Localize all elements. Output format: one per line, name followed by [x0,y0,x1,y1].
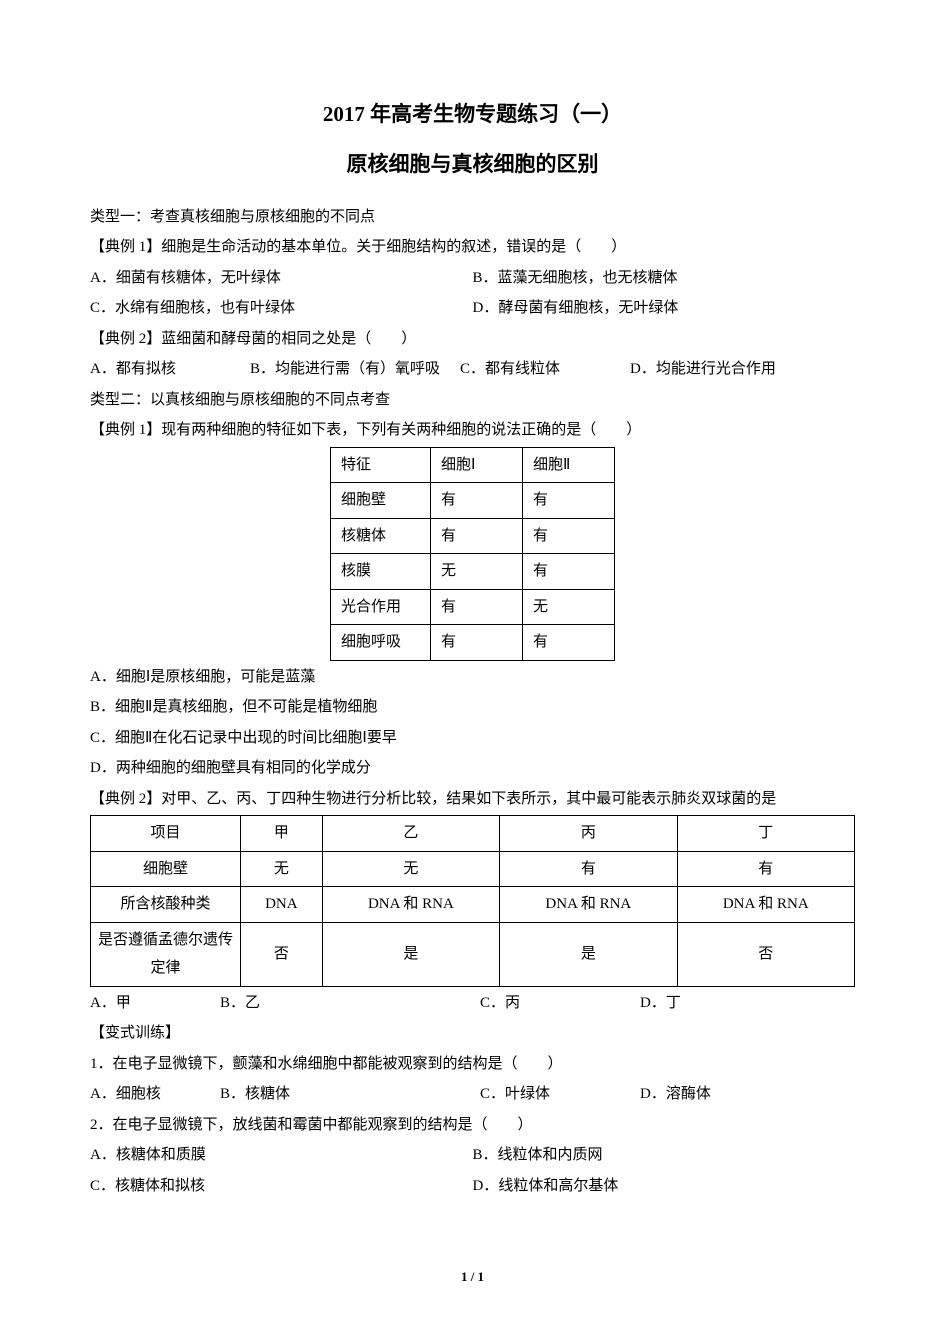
table-cell: 细胞呼吸 [331,625,431,661]
table-cell: 丁 [677,816,854,852]
table-cell: 乙 [322,816,499,852]
variant-q1-optC: C．叶绿体 [480,1080,640,1109]
page-subtitle: 原核细胞与真核细胞的区别 [90,145,855,185]
table-cell: 细胞壁 [331,483,431,519]
s1-ex2-optC: C．都有线粒体 [460,355,630,384]
variant-q1-question: 1．在电子显微镜下，颤藻和水绵细胞中都能被观察到的结构是（ ） [90,1050,855,1079]
table-row: 细胞壁 无 无 有 有 [91,851,855,887]
table-cell: 有 [431,483,523,519]
table-cell: 有 [523,483,615,519]
variant-q1-optD: D．溶酶体 [640,1080,711,1109]
table-cell: 无 [431,554,523,590]
variant-q1-options: A．细胞核 B．核糖体 C．叶绿体 D．溶酶体 [90,1080,855,1109]
table-cell: 细胞Ⅱ [523,447,615,483]
variant-q2-optD: D．线粒体和高尔基体 [473,1172,856,1201]
table-cell: 所含核酸种类 [91,887,241,923]
table-cell: 细胞壁 [91,851,241,887]
s1-ex1-options-row1: A．细菌有核糖体，无叶绿体 B．蓝藻无细胞核，也无核糖体 [90,264,855,293]
table-cell: DNA 和 RNA [500,887,677,923]
page-footer: 1 / 1 [90,1265,855,1290]
s1-ex2-optB: B．均能进行需（有）氧呼吸 [250,355,460,384]
variant-q1-optB: B．核糖体 [220,1080,480,1109]
table-cell: 无 [523,589,615,625]
table-cell: 有 [431,625,523,661]
s2-ex1-optA: A．细胞Ⅰ是原核细胞，可能是蓝藻 [90,663,855,692]
section1-heading: 类型一：考查真核细胞与原核细胞的不同点 [90,203,855,232]
s2-ex1-optB: B．细胞Ⅱ是真核细胞，但不可能是植物细胞 [90,693,855,722]
table-cell: 是否遵循孟德尔遗传定律 [91,922,241,986]
s1-ex1-optD: D．酵母菌有细胞核，无叶绿体 [473,294,856,323]
table-cell: DNA 和 RNA [677,887,854,923]
s1-ex1-question: 【典例 1】细胞是生命活动的基本单位。关于细胞结构的叙述，错误的是（ ） [90,233,855,262]
table-row: 核糖体 有 有 [331,518,615,554]
table-cell: 甲 [241,816,323,852]
table-cell: 细胞Ⅰ [431,447,523,483]
table-cell: 无 [322,851,499,887]
table-row: 所含核酸种类 DNA DNA 和 RNA DNA 和 RNA DNA 和 RNA [91,887,855,923]
table-row: 光合作用 有 无 [331,589,615,625]
table-cell: 特征 [331,447,431,483]
table-cell: 无 [241,851,323,887]
page-title: 2017 年高考生物专题练习（一） [90,95,855,135]
table-row: 细胞壁 有 有 [331,483,615,519]
s1-ex1-options-row2: C．水绵有细胞核，也有叶绿体 D．酵母菌有细胞核，无叶绿体 [90,294,855,323]
section2-heading: 类型二：以真核细胞与原核细胞的不同点考查 [90,386,855,415]
s1-ex2-question: 【典例 2】蓝细菌和酵母菌的相同之处是（ ） [90,325,855,354]
s1-ex2-options: A．都有拟核 B．均能进行需（有）氧呼吸 C．都有线粒体 D．均能进行光合作用 [90,355,855,384]
s1-ex1-optC: C．水绵有细胞核，也有叶绿体 [90,294,473,323]
s2-ex1-question: 【典例 1】现有两种细胞的特征如下表，下列有关两种细胞的说法正确的是（ ） [90,416,855,445]
s2-ex2-optA: A．甲 [90,989,220,1018]
s2-ex2-optD: D．丁 [640,989,681,1018]
variant-q2-optA: A．核糖体和质膜 [90,1141,473,1170]
table-cell: 有 [431,589,523,625]
table-cell: 核糖体 [331,518,431,554]
table-cell: 有 [523,554,615,590]
table-cell: 是 [500,922,677,986]
s2-ex1-optD: D．两种细胞的细胞壁具有相同的化学成分 [90,754,855,783]
table-cell: 否 [241,922,323,986]
s2-ex2-optB: B．乙 [220,989,480,1018]
table-cell: 有 [677,851,854,887]
table-cell: 有 [500,851,677,887]
table-cell: DNA [241,887,323,923]
table-cell: 项目 [91,816,241,852]
table-cell: 核膜 [331,554,431,590]
table-row: 核膜 无 有 [331,554,615,590]
s1-ex2-optA: A．都有拟核 [90,355,250,384]
s2-ex2-optC: C．丙 [480,989,640,1018]
s2-ex1-table: 特征 细胞Ⅰ 细胞Ⅱ 细胞壁 有 有 核糖体 有 有 核膜 无 有 光合作用 有… [330,447,615,661]
table-row: 特征 细胞Ⅰ 细胞Ⅱ [331,447,615,483]
variant-heading: 【变式训练】 [90,1019,855,1048]
table-row: 细胞呼吸 有 有 [331,625,615,661]
table-cell: 否 [677,922,854,986]
table-cell: 有 [523,625,615,661]
s1-ex1-optB: B．蓝藻无细胞核，也无核糖体 [473,264,856,293]
table-cell: DNA 和 RNA [322,887,499,923]
s1-ex2-optD: D．均能进行光合作用 [630,355,776,384]
table-cell: 有 [431,518,523,554]
table-cell: 有 [523,518,615,554]
variant-q2-optB: B．线粒体和内质网 [473,1141,856,1170]
s1-ex1-optA: A．细菌有核糖体，无叶绿体 [90,264,473,293]
table-row: 项目 甲 乙 丙 丁 [91,816,855,852]
table-row: 是否遵循孟德尔遗传定律 否 是 是 否 [91,922,855,986]
table-cell: 丙 [500,816,677,852]
s2-ex2-options: A．甲 B．乙 C．丙 D．丁 [90,989,855,1018]
variant-q2-question: 2．在电子显微镜下，放线菌和霉菌中都能观察到的结构是（ ） [90,1111,855,1140]
s2-ex1-optC: C．细胞Ⅱ在化石记录中出现的时间比细胞Ⅰ要早 [90,724,855,753]
s2-ex2-table: 项目 甲 乙 丙 丁 细胞壁 无 无 有 有 所含核酸种类 DNA DNA 和 … [90,815,855,987]
s2-ex2-question: 【典例 2】对甲、乙、丙、丁四种生物进行分析比较，结果如下表所示，其中最可能表示… [90,785,855,814]
table-cell: 光合作用 [331,589,431,625]
variant-q2-optC: C．核糖体和拟核 [90,1172,473,1201]
variant-q2-options-row1: A．核糖体和质膜 B．线粒体和内质网 [90,1141,855,1170]
variant-q1-optA: A．细胞核 [90,1080,220,1109]
table-cell: 是 [322,922,499,986]
variant-q2-options-row2: C．核糖体和拟核 D．线粒体和高尔基体 [90,1172,855,1201]
